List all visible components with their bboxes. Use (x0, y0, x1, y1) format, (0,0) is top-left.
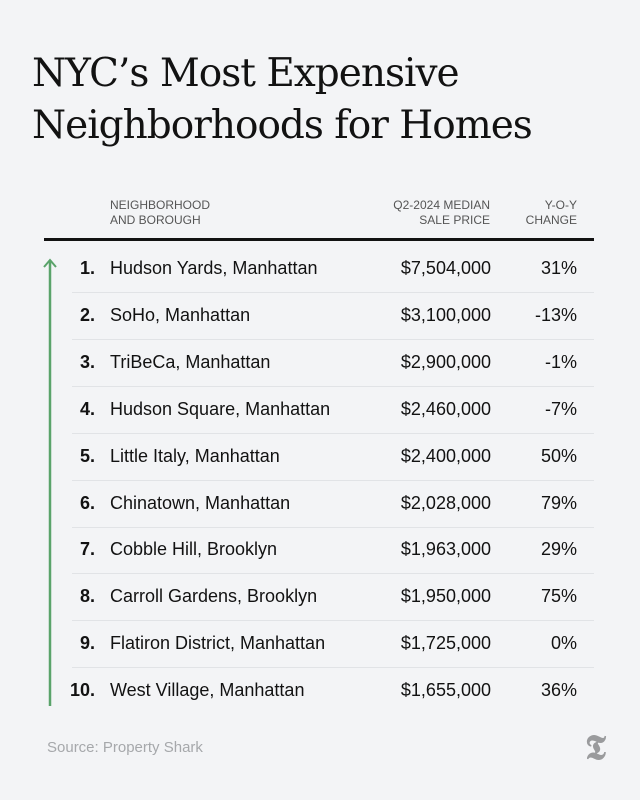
table-row: 10. West Village, Manhattan $1,655,000 36% (0, 668, 640, 715)
page-title: NYC’s Most Expensive Neighborhoods for H… (32, 51, 533, 148)
price-cell: $2,900,000 (400, 351, 491, 372)
neighborhood-cell: Flatiron District, Manhattan (110, 633, 326, 654)
rank-cell: 9. (79, 633, 95, 654)
nyt-logo: 𝕿 (585, 728, 606, 768)
neighborhood-cell: Little Italy, Manhattan (110, 445, 280, 466)
header-divider (44, 238, 594, 241)
rank-cell: 3. (79, 351, 95, 372)
header-line: and Borough (110, 213, 201, 227)
change-cell: -7% (544, 398, 577, 419)
row-divider (72, 573, 594, 575)
change-cell: 75% (540, 586, 577, 607)
rank-cell: 4. (79, 398, 95, 419)
row-divider (72, 385, 594, 387)
column-header-price: Q2-2024 Median Sale Price (393, 198, 490, 228)
price-cell: $2,028,000 (400, 492, 491, 513)
rank-cell: 7. (79, 539, 95, 560)
source-note: Source: Property Shark (47, 739, 203, 756)
neighborhood-cell: TriBeCa, Manhattan (110, 351, 271, 372)
header-line: Q2-2024 Median (393, 198, 490, 212)
rank-cell: 5. (79, 445, 95, 466)
header-line: Sale Price (419, 213, 490, 227)
rank-cell: 6. (79, 492, 95, 513)
price-cell: $1,963,000 (400, 539, 491, 560)
change-cell: 50% (540, 445, 577, 466)
neighborhood-cell: Hudson Yards, Manhattan (110, 258, 318, 278)
change-cell: 29% (540, 539, 577, 560)
neighborhood-cell: Hudson Square, Manhattan (110, 398, 331, 419)
row-divider (72, 667, 594, 669)
change-cell: 36% (540, 680, 577, 701)
rank-cell: 8. (79, 586, 95, 607)
neighborhood-cell: West Village, Manhattan (110, 680, 305, 701)
table-row: 9. Flatiron District, Manhattan $1,725,000… (0, 621, 640, 669)
table-row: 2. SoHo, Manhattan $3,100,000 -13% (0, 293, 640, 340)
change-cell: 31% (540, 258, 577, 278)
header-line: Neighborhood (110, 198, 211, 212)
neighborhood-cell: Chinatown, Manhattan (110, 492, 291, 513)
price-cell: $2,400,000 (400, 445, 491, 466)
row-divider (72, 432, 594, 434)
header-line: Change (525, 213, 577, 227)
header-line: Y-O-Y (544, 198, 577, 212)
column-header-change: Y-O-Y Change (526, 198, 577, 228)
neighborhood-cell: Cobble Hill, Brooklyn (110, 539, 278, 560)
price-cell: $3,100,000 (400, 304, 491, 325)
rank-cell: 10. (69, 680, 95, 701)
row-divider (72, 338, 594, 340)
table-row: 3. TriBeCa, Manhattan $2,900,000 -1% (0, 340, 640, 387)
price-cell: $1,725,000 (400, 633, 491, 654)
change-cell: 79% (540, 492, 577, 513)
table-row: 1. Hudson Yards, Manhattan $7,504,000 31% (0, 246, 640, 293)
table-row: 7. Cobble Hill, Brooklyn $1,963,000 29% (0, 527, 640, 575)
change-cell: -13% (534, 304, 577, 325)
up-arrow-icon (43, 258, 57, 706)
row-divider (72, 620, 594, 622)
table-row: 5. Little Italy, Manhattan $2,400,000 50% (0, 434, 640, 481)
neighborhood-cell: Carroll Gardens, Brooklyn (110, 586, 318, 607)
row-divider (72, 526, 594, 528)
row-divider (72, 479, 594, 481)
table-row: 8. Carroll Gardens, Brooklyn $1,950,000 75% (0, 574, 640, 622)
table-row: 6. Chinatown, Manhattan $2,028,000 79% (0, 481, 640, 528)
row-divider (72, 292, 594, 293)
rank-cell: 1. (79, 258, 95, 278)
price-cell: $2,460,000 (400, 398, 491, 419)
column-header-neighborhood: Neighborhood and Borough (110, 198, 210, 228)
price-cell: $1,950,000 (400, 586, 491, 607)
price-cell: $7,504,000 (400, 258, 491, 278)
neighborhood-cell: SoHo, Manhattan (110, 304, 251, 325)
change-cell: 0% (550, 633, 577, 654)
price-cell: $1,655,000 (400, 680, 491, 701)
change-cell: -1% (544, 351, 577, 372)
table-row: 4. Hudson Square, Manhattan $2,460,000 -7% (0, 387, 640, 434)
rank-cell: 2. (79, 304, 95, 325)
